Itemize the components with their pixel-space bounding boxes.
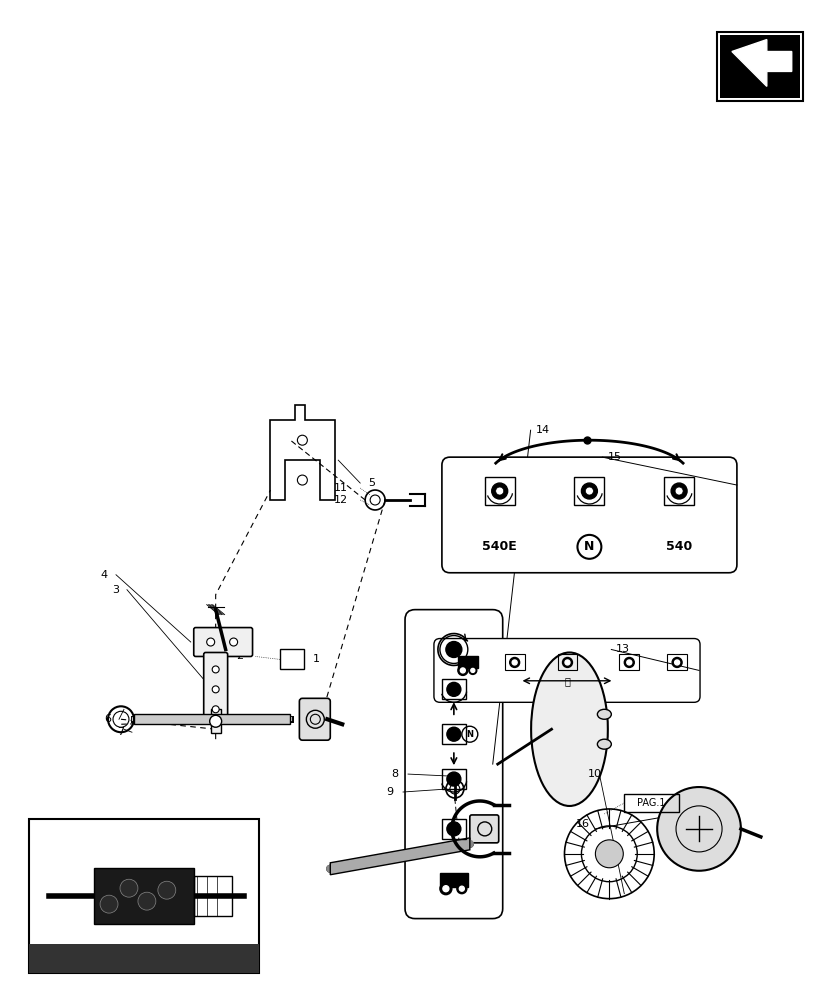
Bar [484,477,514,505]
Bar [619,654,638,670]
Text: 15: 15 [607,452,620,462]
Bar [442,819,466,839]
Circle shape [564,660,569,665]
Circle shape [212,666,219,673]
Circle shape [138,892,155,910]
Circle shape [447,822,461,836]
Text: Ⓝ: Ⓝ [563,676,569,686]
Bar [457,656,477,668]
Circle shape [672,657,681,667]
Text: 8: 8 [390,769,398,779]
Bar [663,477,693,505]
Circle shape [446,642,461,657]
Circle shape [439,883,452,895]
Bar [280,649,304,669]
Bar [29,944,258,973]
Bar [719,35,799,98]
Ellipse shape [530,652,607,806]
Bar [94,868,194,924]
Circle shape [447,772,461,786]
FancyBboxPatch shape [442,457,736,573]
Circle shape [509,657,519,667]
Circle shape [212,686,219,693]
Bar [210,709,220,733]
Text: 2: 2 [237,651,243,661]
Circle shape [477,822,491,836]
Bar [442,679,466,699]
Circle shape [626,660,631,665]
Bar [557,654,576,670]
Text: N: N [466,730,473,739]
Text: 540: 540 [665,540,691,553]
Circle shape [674,660,679,665]
Bar [716,32,801,101]
Bar [504,654,524,670]
Circle shape [562,657,571,667]
Circle shape [207,638,214,646]
Circle shape [212,706,219,713]
Polygon shape [330,838,469,875]
Bar [442,769,466,789]
Circle shape [495,487,503,495]
Ellipse shape [596,709,610,719]
Circle shape [447,682,461,696]
Polygon shape [731,40,791,86]
Circle shape [100,895,118,913]
Text: 1: 1 [312,654,319,664]
Circle shape [585,487,593,495]
Circle shape [306,710,324,728]
Circle shape [512,660,517,665]
Text: 11: 11 [334,483,348,493]
FancyBboxPatch shape [194,628,252,656]
Text: 12: 12 [333,495,348,505]
Circle shape [460,668,465,673]
FancyBboxPatch shape [469,815,498,843]
Circle shape [624,657,633,667]
Circle shape [468,666,476,674]
Text: 3: 3 [112,585,119,595]
Bar [439,873,467,887]
Text: 16: 16 [575,819,589,829]
Circle shape [209,715,222,727]
Bar [574,477,604,505]
Bar [624,794,678,812]
Text: 540E: 540E [482,540,517,553]
Bar [29,819,258,973]
Text: N: N [584,540,594,553]
Bar [442,724,466,744]
Circle shape [674,487,682,495]
Text: PAG.1: PAG.1 [636,798,665,808]
Text: 6: 6 [104,714,111,724]
Polygon shape [134,714,290,724]
Bar [667,654,686,670]
Circle shape [491,483,507,499]
Circle shape [158,881,175,899]
Circle shape [447,727,461,741]
Text: 9: 9 [385,787,393,797]
Ellipse shape [596,739,610,749]
Circle shape [595,840,623,868]
Circle shape [120,879,138,897]
Bar [194,876,232,916]
Circle shape [657,787,740,871]
Text: 13: 13 [615,644,629,654]
FancyBboxPatch shape [433,639,699,702]
Circle shape [459,886,464,891]
Text: 5: 5 [368,478,375,488]
Circle shape [457,665,467,675]
Circle shape [471,668,474,672]
FancyBboxPatch shape [404,610,502,919]
Circle shape [442,886,448,892]
Circle shape [457,884,466,894]
FancyBboxPatch shape [203,652,227,721]
Text: 4: 4 [101,570,108,580]
Circle shape [671,483,686,499]
Text: 10: 10 [586,769,600,779]
FancyBboxPatch shape [299,698,330,740]
Text: 7: 7 [117,727,124,737]
Text: 14: 14 [535,425,549,435]
Circle shape [581,483,596,499]
Circle shape [229,638,237,646]
